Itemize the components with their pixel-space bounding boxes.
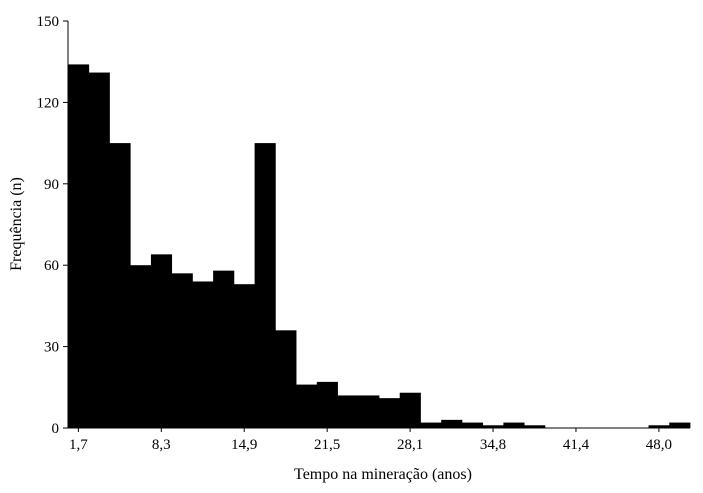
histogram-bar bbox=[109, 143, 131, 428]
histogram-bar bbox=[503, 422, 525, 428]
histogram-bar bbox=[337, 395, 359, 428]
histogram-bar bbox=[171, 273, 193, 428]
histogram-bar bbox=[648, 425, 670, 428]
histogram-bar bbox=[379, 398, 401, 428]
histogram-bar bbox=[130, 265, 152, 428]
histogram-bar bbox=[192, 281, 214, 428]
histogram-bar bbox=[461, 422, 484, 428]
histogram-bar bbox=[524, 425, 546, 428]
y-tick-label: 60 bbox=[44, 258, 59, 274]
y-tick-label: 120 bbox=[37, 95, 60, 111]
histogram-bar bbox=[150, 254, 173, 428]
x-tick-label: 1,7 bbox=[69, 437, 88, 453]
histogram-bar bbox=[316, 381, 338, 428]
histogram-bar bbox=[358, 395, 380, 428]
x-tick-label: 41,4 bbox=[563, 437, 590, 453]
y-axis: 0 30 60 90 120 150 bbox=[37, 14, 69, 437]
histogram-bar bbox=[482, 425, 504, 428]
histogram-bar bbox=[213, 270, 235, 428]
histogram-bar bbox=[669, 422, 691, 428]
y-tick-label: 150 bbox=[37, 14, 60, 30]
bars-group bbox=[68, 64, 691, 429]
histogram-bar bbox=[420, 422, 442, 428]
x-tick-label: 34,8 bbox=[480, 437, 506, 453]
y-tick-label: 30 bbox=[44, 340, 59, 356]
y-tick-label: 90 bbox=[44, 177, 59, 193]
x-tick-label: 28,1 bbox=[397, 437, 423, 453]
histogram-bar bbox=[441, 419, 463, 428]
histogram-bar bbox=[296, 384, 318, 428]
histogram-bar bbox=[233, 284, 255, 428]
x-tick-label: 48,0 bbox=[646, 437, 672, 453]
x-tick-label: 14,9 bbox=[231, 437, 257, 453]
histogram-bar bbox=[254, 143, 276, 428]
x-axis-title: Tempo na mineração (anos) bbox=[294, 466, 472, 483]
y-axis-title: Frequência (n) bbox=[8, 177, 25, 271]
histogram-bar bbox=[68, 64, 90, 428]
histogram-bar bbox=[88, 72, 110, 429]
y-tick-label: 0 bbox=[52, 421, 60, 437]
x-axis: 1,7 8,3 14,9 21,5 28,1 34,8 41,4 48,0 bbox=[68, 427, 690, 453]
histogram-bar bbox=[275, 330, 297, 428]
x-tick-label: 21,5 bbox=[314, 437, 340, 453]
x-tick-label: 8,3 bbox=[152, 437, 171, 453]
histogram-bar bbox=[399, 392, 421, 428]
